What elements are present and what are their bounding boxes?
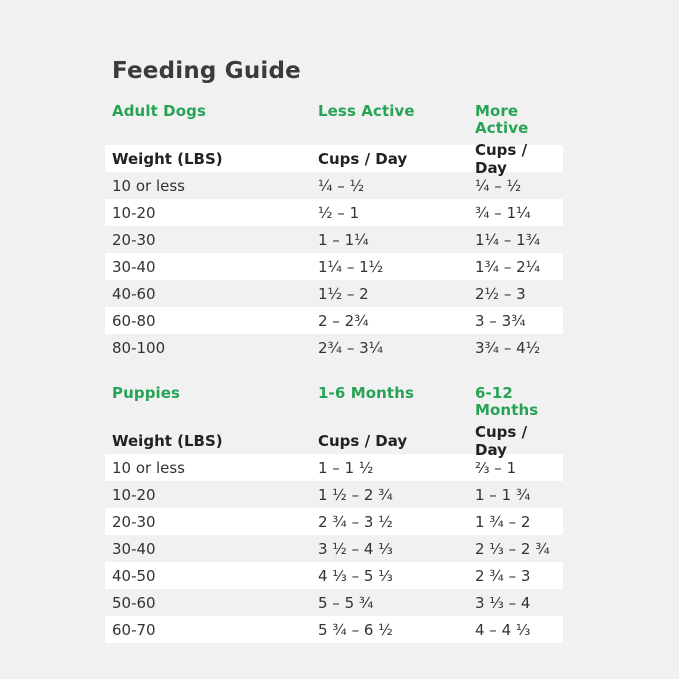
table-row: 10-20 1 ½ – 2 ¾ 1 – 1 ¾	[105, 481, 563, 508]
less-active-cell: 2 – 2¾	[318, 311, 369, 330]
table-row: 60-80 2 – 2¾ 3 – 3¾	[105, 307, 563, 334]
table-row: 10 or less 1 – 1 ½ ⅔ – 1	[105, 454, 563, 481]
less-active-cell: 1 – 1¼	[318, 230, 369, 249]
months-6-12-label: 6-12 Months	[475, 384, 539, 419]
table-row: 80-100 2¾ – 3¼ 3¾ – 4½	[105, 334, 563, 361]
months-1-6-label: 1-6 Months	[318, 384, 415, 402]
months-6-12-cell: 1 – 1 ¾	[475, 485, 531, 504]
months-6-12-cell: 2 ¾ – 3	[475, 566, 531, 585]
more-active-label: More Active	[475, 102, 529, 137]
months-6-12-cell: 2 ⅓ – 2 ¾	[475, 539, 550, 558]
cups-column-header: Cups / Day	[318, 149, 408, 168]
cups-column-header: Cups / Day	[318, 431, 408, 450]
weight-cell: 10 or less	[112, 176, 185, 195]
months-1-6-cell: 2 ¾ – 3 ½	[318, 512, 393, 531]
weight-cell: 40-50	[112, 566, 156, 585]
table-row: 50-60 5 – 5 ¾ 3 ⅓ – 4	[105, 589, 563, 616]
weight-column-header: Weight (LBS)	[112, 149, 223, 168]
more-active-cell: ¼ – ½	[475, 176, 522, 195]
weight-cell: 50-60	[112, 593, 156, 612]
cups-column-header: Cups / Day	[475, 422, 528, 459]
more-active-cell: 3 – 3¾	[475, 311, 526, 330]
weight-cell: 30-40	[112, 257, 156, 276]
adult-column-header-row: Weight (LBS) Cups / Day Cups / Day	[105, 141, 563, 177]
months-1-6-cell: 5 ¾ – 6 ½	[318, 620, 393, 639]
cups-column-header: Cups / Day	[475, 140, 528, 177]
weight-cell: 80-100	[112, 338, 166, 357]
months-1-6-cell: 4 ⅓ – 5 ⅓	[318, 566, 393, 585]
adult-section-header: Adult Dogs Less Active More Active	[105, 103, 563, 137]
weight-cell: 20-30	[112, 512, 156, 531]
more-active-cell: 1¼ – 1¾	[475, 230, 541, 249]
months-1-6-cell: 1 ½ – 2 ¾	[318, 485, 393, 504]
table-row: 30-40 1¼ – 1½ 1¾ – 2¼	[105, 253, 563, 280]
table-row: 40-60 1½ – 2 2½ – 3	[105, 280, 563, 307]
less-active-cell: ¼ – ½	[318, 176, 365, 195]
page-title: Feeding Guide	[112, 58, 301, 84]
less-active-cell: 2¾ – 3¼	[318, 338, 384, 357]
table-row: 20-30 1 – 1¼ 1¼ – 1¾	[105, 226, 563, 253]
puppies-table: Puppies 1-6 Months 6-12 Months Weight (L…	[105, 385, 563, 643]
weight-cell: 40-60	[112, 284, 156, 303]
more-active-cell: 2½ – 3	[475, 284, 526, 303]
more-active-cell: ¾ – 1¼	[475, 203, 531, 222]
feeding-guide-content: Feeding Guide Adult Dogs Less Active Mor…	[105, 58, 563, 643]
adult-dogs-table: Adult Dogs Less Active More Active Weigh…	[105, 103, 563, 361]
months-6-12-cell: 3 ⅓ – 4	[475, 593, 531, 612]
less-active-cell: 1¼ – 1½	[318, 257, 384, 276]
table-row: 40-50 4 ⅓ – 5 ⅓ 2 ¾ – 3	[105, 562, 563, 589]
weight-cell: 10-20	[112, 485, 156, 504]
table-row: 10 or less ¼ – ½ ¼ – ½	[105, 172, 563, 199]
months-1-6-cell: 3 ½ – 4 ⅓	[318, 539, 393, 558]
weight-cell: 60-80	[112, 311, 156, 330]
less-active-label: Less Active	[318, 102, 415, 120]
table-row: 20-30 2 ¾ – 3 ½ 1 ¾ – 2	[105, 508, 563, 535]
weight-column-header: Weight (LBS)	[112, 431, 223, 450]
weight-cell: 30-40	[112, 539, 156, 558]
weight-cell: 60-70	[112, 620, 156, 639]
weight-cell: 20-30	[112, 230, 156, 249]
less-active-cell: ½ – 1	[318, 203, 360, 222]
puppies-column-header-row: Weight (LBS) Cups / Day Cups / Day	[105, 423, 563, 459]
weight-cell: 10-20	[112, 203, 156, 222]
table-row: 10-20 ½ – 1 ¾ – 1¼	[105, 199, 563, 226]
puppies-section-label: Puppies	[112, 384, 181, 402]
adult-section-label: Adult Dogs	[112, 102, 206, 120]
months-1-6-cell: 1 – 1 ½	[318, 458, 374, 477]
more-active-cell: 1¾ – 2¼	[475, 257, 541, 276]
more-active-cell: 3¾ – 4½	[475, 338, 541, 357]
weight-cell: 10 or less	[112, 458, 185, 477]
months-6-12-cell: 4 – 4 ⅓	[475, 620, 531, 639]
table-row: 60-70 5 ¾ – 6 ½ 4 – 4 ⅓	[105, 616, 563, 643]
months-6-12-cell: 1 ¾ – 2	[475, 512, 531, 531]
less-active-cell: 1½ – 2	[318, 284, 369, 303]
months-6-12-cell: ⅔ – 1	[475, 458, 517, 477]
puppies-section-header: Puppies 1-6 Months 6-12 Months	[105, 385, 563, 419]
months-1-6-cell: 5 – 5 ¾	[318, 593, 374, 612]
table-row: 30-40 3 ½ – 4 ⅓ 2 ⅓ – 2 ¾	[105, 535, 563, 562]
